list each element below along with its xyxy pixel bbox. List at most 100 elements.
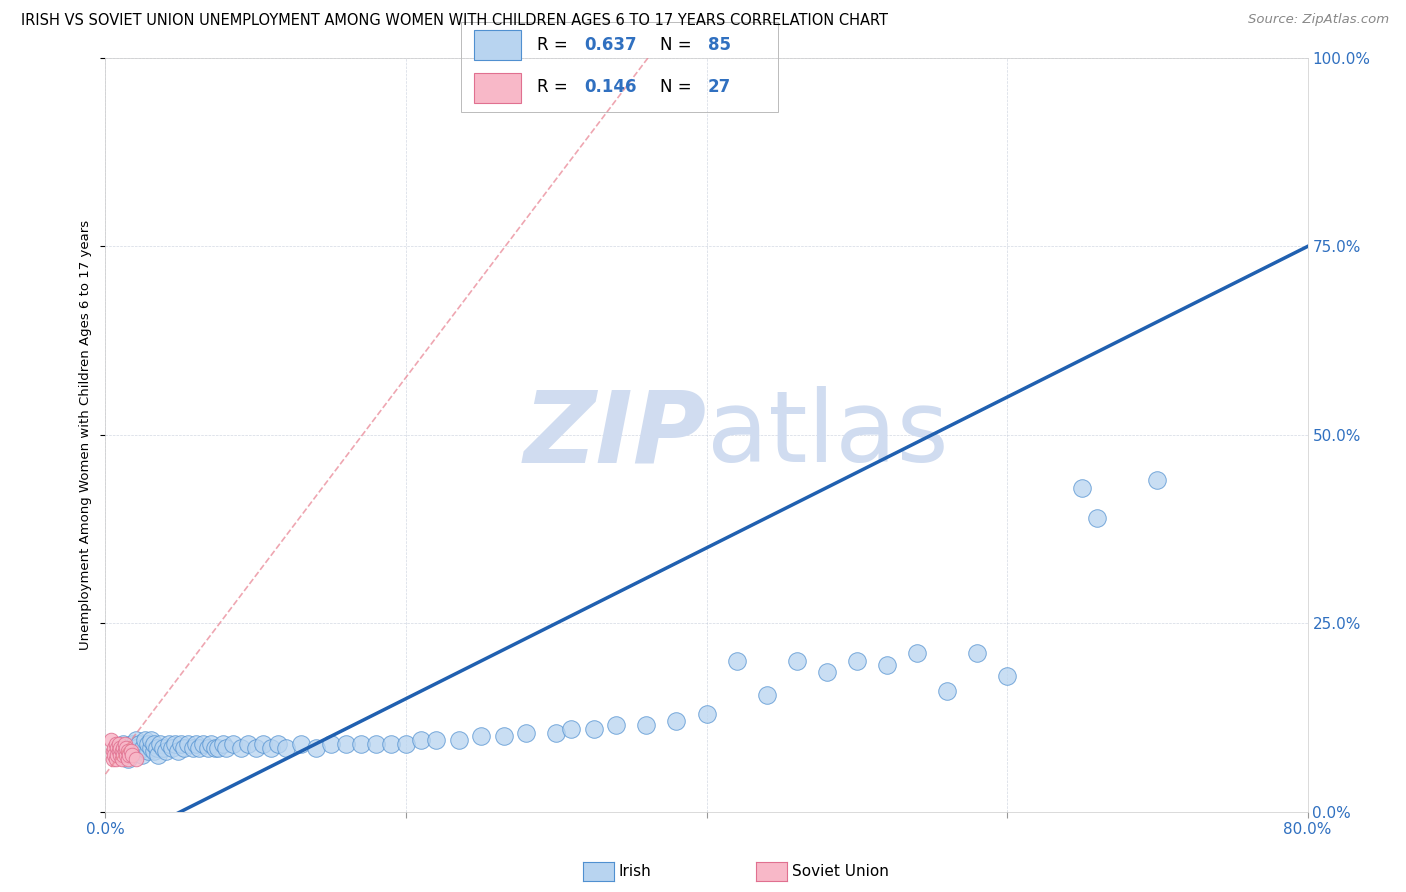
- Point: [380, 737, 402, 751]
- Point: [110, 748, 132, 763]
- Point: [117, 744, 139, 758]
- Point: [101, 744, 124, 758]
- Point: [107, 740, 129, 755]
- Point: [966, 647, 988, 661]
- Point: [447, 733, 470, 747]
- Text: N =: N =: [661, 78, 697, 96]
- Point: [115, 744, 138, 758]
- Point: [187, 740, 209, 755]
- Point: [111, 744, 134, 758]
- Point: [290, 737, 312, 751]
- Point: [103, 748, 125, 763]
- Point: [350, 737, 373, 751]
- Point: [124, 740, 146, 755]
- Point: [166, 744, 188, 758]
- Point: [107, 740, 129, 755]
- Point: [191, 737, 214, 751]
- Point: [177, 737, 200, 751]
- FancyBboxPatch shape: [474, 30, 522, 60]
- Text: R =: R =: [537, 36, 574, 54]
- Point: [110, 748, 132, 763]
- Point: [103, 740, 125, 755]
- Point: [112, 740, 135, 755]
- Point: [267, 737, 290, 751]
- Point: [118, 740, 141, 755]
- Point: [121, 744, 143, 758]
- Point: [124, 733, 146, 747]
- Point: [274, 740, 297, 755]
- Text: 0.146: 0.146: [585, 78, 637, 96]
- Point: [104, 737, 127, 751]
- Point: [252, 737, 274, 751]
- FancyBboxPatch shape: [474, 73, 522, 103]
- Text: R =: R =: [537, 78, 574, 96]
- Point: [211, 737, 233, 751]
- Point: [115, 740, 138, 755]
- Point: [936, 684, 959, 698]
- Point: [560, 722, 582, 736]
- Point: [995, 669, 1018, 683]
- Point: [665, 714, 688, 729]
- Point: [845, 654, 868, 668]
- Point: [120, 744, 142, 758]
- Point: [128, 744, 150, 758]
- Point: [470, 730, 492, 744]
- Point: [214, 740, 236, 755]
- Point: [155, 744, 177, 758]
- Point: [152, 740, 174, 755]
- Point: [136, 744, 159, 758]
- Point: [1071, 481, 1094, 495]
- Point: [146, 748, 169, 763]
- Point: [1146, 473, 1168, 487]
- Point: [395, 737, 418, 751]
- Point: [139, 733, 162, 747]
- Text: 27: 27: [709, 78, 731, 96]
- Point: [131, 748, 153, 763]
- Point: [163, 737, 186, 751]
- Point: [755, 688, 778, 702]
- Point: [184, 737, 207, 751]
- Point: [121, 748, 143, 763]
- Point: [108, 744, 131, 758]
- Point: [115, 748, 138, 763]
- Point: [112, 737, 135, 751]
- Point: [319, 737, 342, 751]
- Point: [169, 737, 191, 751]
- Point: [117, 752, 139, 766]
- Point: [128, 737, 150, 751]
- Point: [112, 748, 135, 763]
- Point: [114, 744, 136, 758]
- Text: ZIP: ZIP: [523, 386, 707, 483]
- Point: [136, 737, 159, 751]
- Point: [145, 740, 167, 755]
- Point: [696, 706, 718, 721]
- Point: [905, 647, 928, 661]
- Point: [492, 730, 515, 744]
- Point: [222, 737, 245, 751]
- Point: [142, 737, 165, 751]
- Point: [207, 740, 229, 755]
- Point: [114, 737, 136, 751]
- Point: [134, 733, 156, 747]
- Text: IRISH VS SOVIET UNION UNEMPLOYMENT AMONG WOMEN WITH CHILDREN AGES 6 TO 17 YEARS : IRISH VS SOVIET UNION UNEMPLOYMENT AMONG…: [21, 13, 889, 29]
- Point: [181, 740, 204, 755]
- Point: [200, 737, 222, 751]
- Point: [121, 737, 143, 751]
- Text: 85: 85: [709, 36, 731, 54]
- Point: [108, 737, 131, 751]
- Point: [118, 748, 141, 763]
- Point: [100, 733, 122, 747]
- Point: [197, 740, 219, 755]
- Point: [582, 722, 605, 736]
- Text: N =: N =: [661, 36, 697, 54]
- Point: [117, 752, 139, 766]
- Point: [124, 752, 146, 766]
- Point: [101, 752, 124, 766]
- Point: [546, 725, 568, 739]
- Text: 0.637: 0.637: [585, 36, 637, 54]
- Point: [335, 737, 357, 751]
- Y-axis label: Unemployment Among Women with Children Ages 6 to 17 years: Unemployment Among Women with Children A…: [79, 219, 93, 650]
- Point: [142, 744, 165, 758]
- Point: [725, 654, 748, 668]
- Point: [111, 752, 134, 766]
